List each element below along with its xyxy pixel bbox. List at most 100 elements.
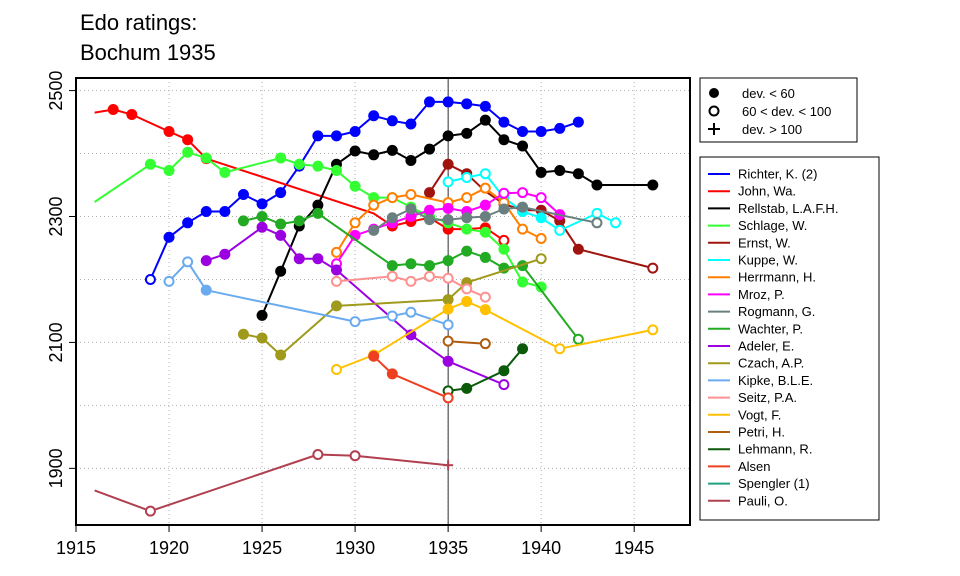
data-point-rellstab-l-a-f-h (368, 149, 380, 161)
y-tick-label: 2100 (46, 322, 66, 362)
data-point-richter-k-2 (498, 116, 510, 128)
data-point-czach-a-p (535, 253, 547, 265)
legend-series-label: Kuppe, W. (738, 253, 798, 268)
series-line-pauli-o (94, 453, 449, 513)
data-point-kuppe-w (610, 217, 622, 229)
data-point-richter-k-2 (368, 110, 380, 122)
data-point-wachter-p (312, 207, 324, 219)
series-line-lehmann-r (447, 348, 524, 392)
data-point-richter-k-2 (424, 96, 436, 108)
data-point-seitz-p-a (424, 270, 436, 282)
data-point-rellstab-l-a-f-h (349, 145, 361, 157)
data-point-kuppe-w (461, 171, 473, 183)
data-point-adeler-e (330, 264, 342, 276)
legend-series-label: Vogt, F. (738, 407, 781, 422)
x-tick-label: 1925 (242, 538, 282, 558)
series-line-alsen (373, 355, 449, 399)
legend-series-label: Adeler, E. (738, 339, 794, 354)
data-point-pauli-o (443, 460, 454, 471)
data-point-richter-k-2 (200, 205, 212, 217)
data-point-wachter-p (461, 245, 473, 257)
data-point-adeler-e (256, 221, 268, 233)
data-point-rellstab-l-a-f-h (479, 114, 491, 126)
data-point-schlage-w (479, 226, 491, 238)
data-point-mroz-p (517, 187, 529, 199)
data-point-herrmann-h (386, 192, 398, 204)
data-point-richter-k-2 (275, 187, 287, 199)
data-point-herrmann-h (405, 188, 417, 200)
data-point-richter-k-2 (386, 115, 398, 127)
x-tick-label: 1940 (521, 538, 561, 558)
data-point-seitz-p-a (386, 270, 398, 282)
data-point-kipke-b-l-e (349, 316, 361, 328)
data-point-lehmann-r (517, 343, 529, 355)
data-point-rellstab-l-a-f-h (498, 134, 510, 146)
data-point-richter-k-2 (572, 116, 584, 128)
data-point-richter-k-2 (535, 126, 547, 138)
data-point-rogmann-g (479, 211, 491, 223)
data-point-mroz-p (498, 187, 510, 199)
data-point-rogmann-g (591, 217, 603, 229)
y-tick-label: 2300 (46, 196, 66, 236)
data-point-kipke-b-l-e (386, 310, 398, 322)
series-line-schlage-w (94, 151, 542, 288)
data-point-herrmann-h (517, 223, 529, 235)
data-point-rellstab-l-a-f-h (386, 144, 398, 156)
data-point-rellstab-l-a-f-h (256, 309, 268, 321)
data-point-richter-k-2 (182, 217, 194, 229)
data-point-vogt-f (461, 296, 473, 307)
data-point-rogmann-g (368, 224, 380, 236)
marker-legend-box (699, 77, 858, 143)
legend-series-label: Schlage, W. (738, 218, 807, 233)
data-point-richter-k-2 (349, 126, 361, 138)
data-point-wachter-p (442, 255, 454, 267)
data-point-mroz-p (442, 202, 454, 214)
data-point-rellstab-l-a-f-h (275, 265, 287, 277)
data-point-seitz-p-a (479, 291, 491, 303)
data-point-vogt-f (442, 303, 454, 315)
data-point-kuppe-w (591, 207, 603, 219)
legend-series-label: Seitz, P.A. (738, 390, 797, 405)
data-point-wachter-p (479, 251, 491, 263)
chart-title-line-1: Edo ratings: (80, 10, 198, 35)
data-point-herrmann-h (330, 246, 342, 258)
y-tick-label: 2500 (46, 71, 66, 111)
data-point-mroz-p (535, 192, 547, 204)
data-point-wachter-p (293, 215, 305, 227)
data-point-ernst-w (442, 158, 454, 170)
data-point-richter-k-2 (219, 205, 231, 217)
data-point-mroz-p (479, 199, 491, 211)
data-point-rogmann-g (386, 212, 398, 224)
data-point-lehmann-r (498, 365, 510, 377)
data-point-schlage-w (163, 165, 175, 177)
data-point-schlage-w (498, 243, 510, 255)
data-point-vogt-f (330, 363, 342, 375)
data-point-schlage-w (144, 158, 156, 170)
legend-series-label: Rellstab, L.A.F.H. (738, 201, 838, 216)
legend-series-label: Wachter, P. (738, 321, 803, 336)
data-point-pauli-o (312, 448, 324, 460)
data-point-ernst-w (424, 187, 436, 199)
data-point-richter-k-2 (144, 273, 156, 285)
series-legend-box (699, 156, 880, 521)
data-point-czach-a-p (330, 300, 342, 312)
x-tick-label: 1945 (614, 538, 654, 558)
data-point-kipke-b-l-e (200, 284, 212, 296)
data-point-kipke-b-l-e (405, 306, 417, 318)
data-point-rellstab-l-a-f-h (461, 127, 473, 139)
legend-open-circle-icon (708, 105, 720, 117)
data-point-rellstab-l-a-f-h (591, 179, 603, 191)
data-point-john-wa (163, 126, 175, 138)
data-point-rellstab-l-a-f-h (535, 166, 547, 178)
data-point-adeler-e (498, 379, 510, 391)
marker-legend-label: 60 < dev. < 100 (742, 104, 831, 119)
data-point-richter-k-2 (517, 126, 529, 138)
data-point-kipke-b-l-e (442, 319, 454, 331)
data-point-petri-h (479, 338, 491, 350)
data-point-seitz-p-a (442, 272, 454, 284)
series-line-adeler-e (205, 226, 505, 386)
data-point-vogt-f (647, 324, 659, 336)
data-point-schlage-w (461, 223, 473, 235)
series-line-rogmann-g (373, 206, 598, 232)
legend-series-label: Rogmann, G. (738, 304, 815, 319)
